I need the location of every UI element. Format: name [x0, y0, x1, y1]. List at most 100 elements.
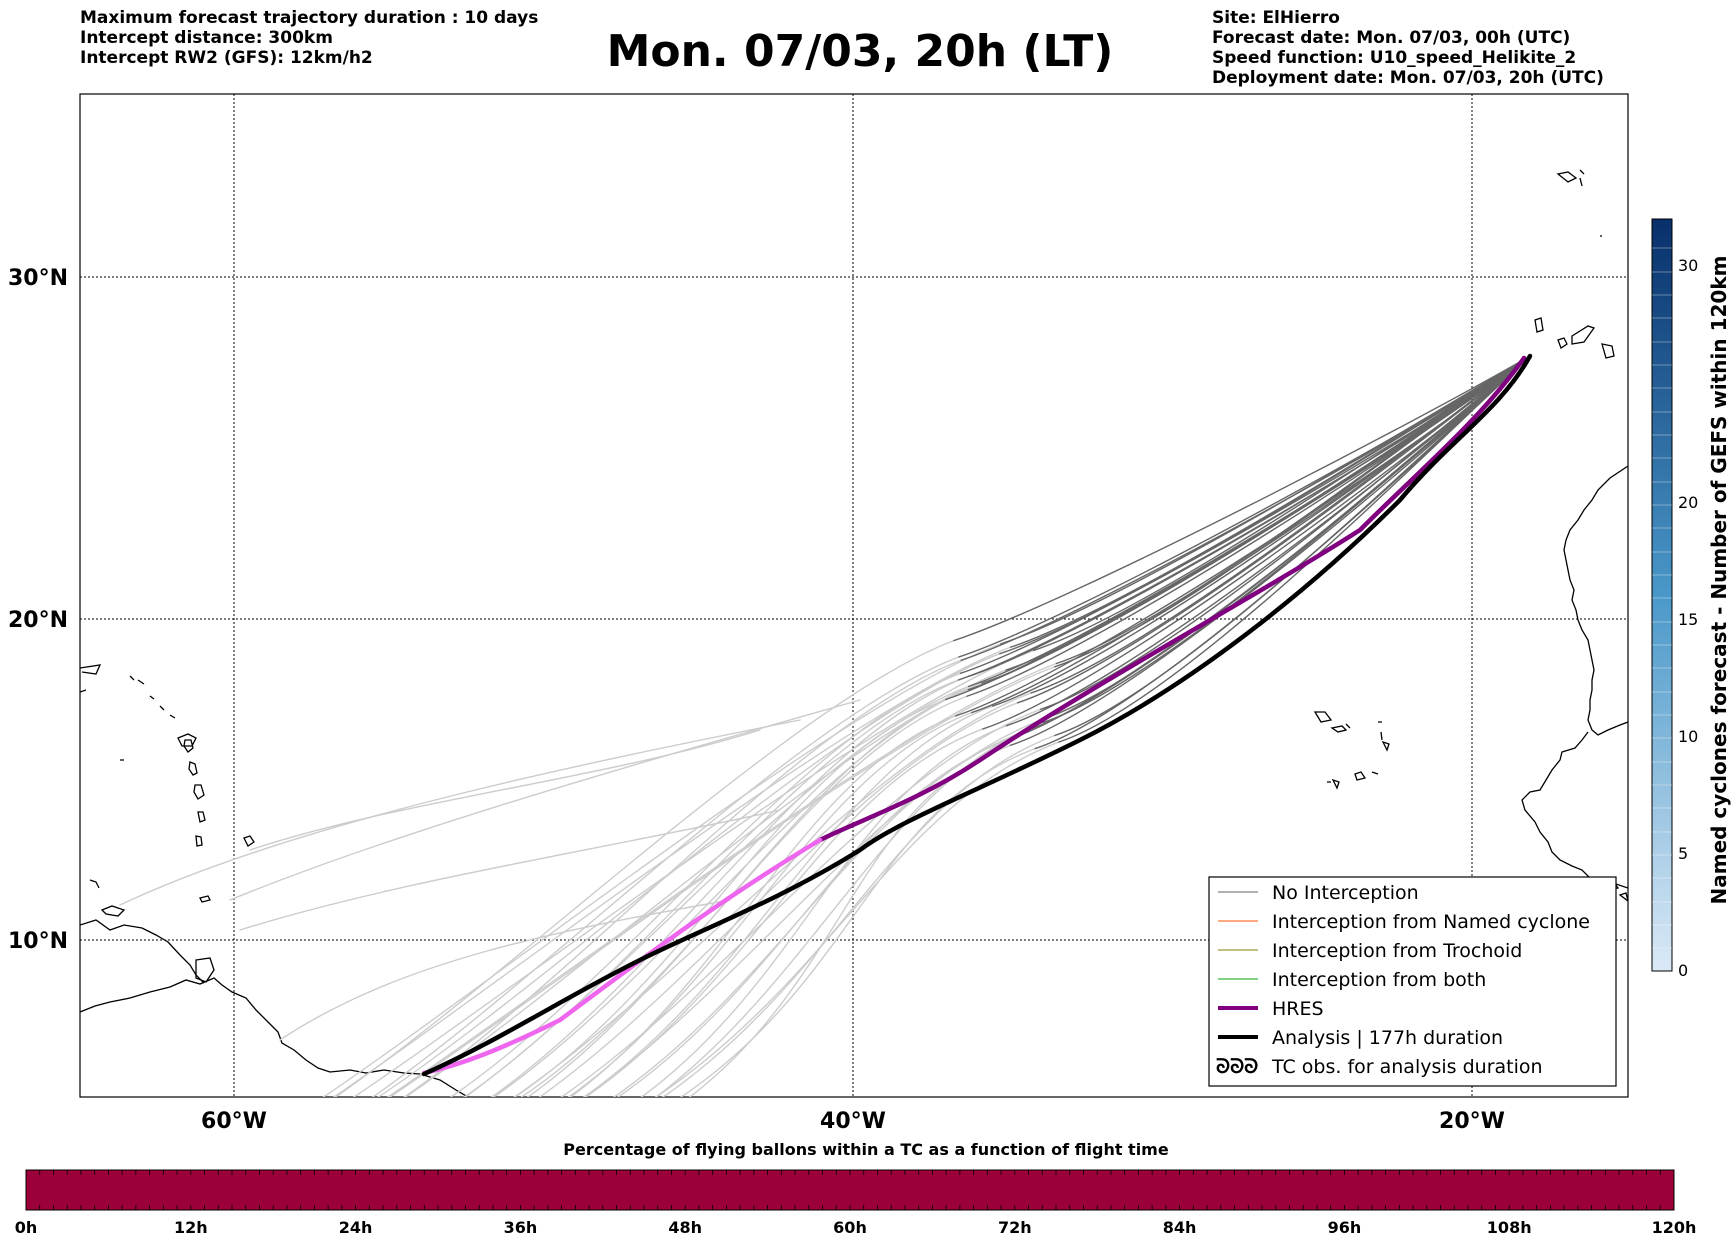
ensemble-trajectory	[953, 355, 1531, 642]
lesser-antilles-3	[193, 784, 205, 800]
ensemble-trajectory-faded	[279, 899, 731, 1041]
ensemble-trajectory	[982, 355, 1531, 730]
legend-label: No Interception	[1272, 882, 1419, 904]
bottom-bar-minor-ticks	[25, 1170, 1675, 1210]
legend-label: TC obs. for analysis duration	[1271, 1056, 1543, 1078]
ensemble-trajectory-faded	[249, 729, 761, 851]
legend-label: Interception from Trochoid	[1272, 940, 1522, 962]
ensemble-trajectory-faded	[352, 649, 1035, 1097]
bottom-bar-tick-label: 96h	[1328, 1218, 1362, 1237]
ensemble-trajectory-faded	[371, 656, 960, 1097]
page-title: Mon. 07/03, 20h (LT)	[606, 26, 1114, 77]
flight-time-bar: Percentage of flying ballons within a TC…	[15, 1140, 1697, 1237]
colorbar-fill	[1651, 218, 1673, 972]
bottom-bar-tick-label: 84h	[1163, 1218, 1197, 1237]
header-left-line: Intercept RW2 (GFS): 12km/h2	[80, 48, 373, 68]
colorbar-tick: 30	[1678, 256, 1698, 275]
lat-label-20n: 20°N	[8, 608, 68, 633]
map-legend: ᘐᘐᘐ No Interception Interception from Na…	[1208, 876, 1617, 1087]
lesser-antilles-6	[243, 835, 255, 847]
ensemble-trajectory-faded	[490, 675, 969, 1097]
bottom-bar-tick-label: 0h	[15, 1218, 38, 1237]
header-info-left: Maximum forecast trajectory duration : 1…	[80, 8, 538, 68]
ensemble-trajectory-faded	[492, 682, 983, 1097]
legend-label: Interception from Named cyclone	[1272, 911, 1590, 933]
colorbar-bands	[1652, 247, 1672, 949]
ensemble-trajectory-faded	[449, 672, 962, 1097]
ensemble-trajectory-faded	[569, 715, 957, 1097]
lesser-antilles-2	[188, 761, 198, 776]
bottom-bar-fill	[25, 1169, 1675, 1211]
bottom-bar-tick-label: 12h	[174, 1218, 208, 1237]
legend-box	[1208, 876, 1617, 1087]
ensemble-trajectory-faded	[520, 695, 968, 1097]
header-info-right: Site: ElHierro Forecast date: Mon. 07/03…	[1212, 8, 1604, 88]
bottom-bar-tick-label: 48h	[668, 1218, 702, 1237]
ensemble-trajectory	[1009, 355, 1531, 740]
bottom-bar-tick-label: 120h	[1652, 1218, 1697, 1237]
colorbar-tick: 20	[1678, 493, 1698, 512]
ensemble-trajectory-faded	[322, 643, 1002, 1097]
ensemble-trajectory-faded	[239, 809, 781, 931]
legend-tc-symbol-icon: ᘐᘐᘐ	[1216, 1054, 1258, 1078]
ensemble-trajectory-faded	[119, 719, 801, 906]
canary-islands	[1534, 317, 1615, 359]
ensemble-trajectory-faded	[582, 705, 994, 1097]
coastlines	[80, 169, 1628, 1097]
ensemble-trajectory-faded	[616, 738, 1011, 1097]
bottom-bar-tick-label: 60h	[833, 1218, 867, 1237]
cyclone-colorbar: 0 5 10 15 20 30 Named cyclones forecast …	[1651, 218, 1731, 980]
colorbar-label: Named cyclones forecast - Number of GEFS…	[1707, 256, 1731, 905]
ensemble-trajectory-faded	[513, 692, 1032, 1097]
lesser-antilles-4	[197, 811, 206, 823]
ensemble-trajectory-faded	[654, 721, 1044, 1097]
lon-label-20w: 20°W	[1439, 1109, 1505, 1134]
header-left-line: Maximum forecast trajectory duration : 1…	[80, 8, 539, 28]
leeward-islands	[80, 664, 102, 675]
legend-label: Analysis | 177h duration	[1272, 1027, 1503, 1049]
virgin-islands	[129, 675, 176, 719]
islands-cluster-west	[80, 689, 126, 917]
south-america-coast	[80, 977, 469, 1097]
ensemble-trajectory	[959, 355, 1531, 675]
bottom-bar-tick-label: 36h	[504, 1218, 538, 1237]
africa-coast	[1521, 465, 1628, 889]
analysis-trajectory	[421, 353, 1533, 1077]
lesser-antilles-1	[183, 739, 194, 753]
trajectory-layer	[119, 353, 1533, 1097]
header-right-line: Forecast date: Mon. 07/03, 00h (UTC)	[1212, 28, 1571, 48]
ensemble-trajectory-faded	[229, 699, 861, 901]
venezuela-coast	[80, 919, 205, 984]
ensemble-trajectory	[945, 355, 1531, 701]
lesser-antilles-5	[195, 835, 203, 847]
ensemble-trajectory-faded	[661, 734, 1056, 1097]
ensemble-trajectory-faded	[612, 731, 1024, 1097]
ensemble-trajectory-faded	[334, 639, 955, 1097]
madeira-islands	[1556, 169, 1602, 237]
tobago-grenada	[199, 895, 211, 903]
ensemble-trajectory-faded	[640, 724, 1008, 1097]
ensemble-trajectory	[960, 355, 1531, 661]
ensemble-trajectory-faded	[538, 702, 1019, 1097]
trinidad-island	[195, 957, 215, 983]
bottom-bar-title: Percentage of flying ballons within a TC…	[563, 1140, 1169, 1159]
bottom-bar-tick-label: 24h	[339, 1218, 373, 1237]
lesser-antilles-7	[177, 733, 197, 747]
lat-label-10n: 10°N	[8, 929, 68, 954]
colorbar-tick: 5	[1678, 844, 1688, 863]
lon-label-40w: 40°W	[820, 1109, 886, 1134]
legend-label: HRES	[1272, 998, 1324, 1020]
bottom-bar-tick-label: 72h	[998, 1218, 1032, 1237]
ensemble-trajectory	[1009, 355, 1531, 747]
header-left-line: Intercept distance: 300km	[80, 28, 333, 48]
colorbar-tick: 0	[1678, 961, 1688, 980]
ensemble-trajectory-faded	[654, 741, 1060, 1097]
hres-trajectory	[817, 355, 1527, 843]
cape-verde-islands	[1313, 711, 1390, 790]
bottom-bar-tick-label: 108h	[1487, 1218, 1532, 1237]
hres-trajectory-early	[421, 837, 823, 1076]
header-right-line: Deployment date: Mon. 07/03, 20h (UTC)	[1212, 68, 1604, 88]
colorbar-tick: 10	[1678, 727, 1698, 746]
header-right-line: Site: ElHierro	[1212, 8, 1340, 28]
